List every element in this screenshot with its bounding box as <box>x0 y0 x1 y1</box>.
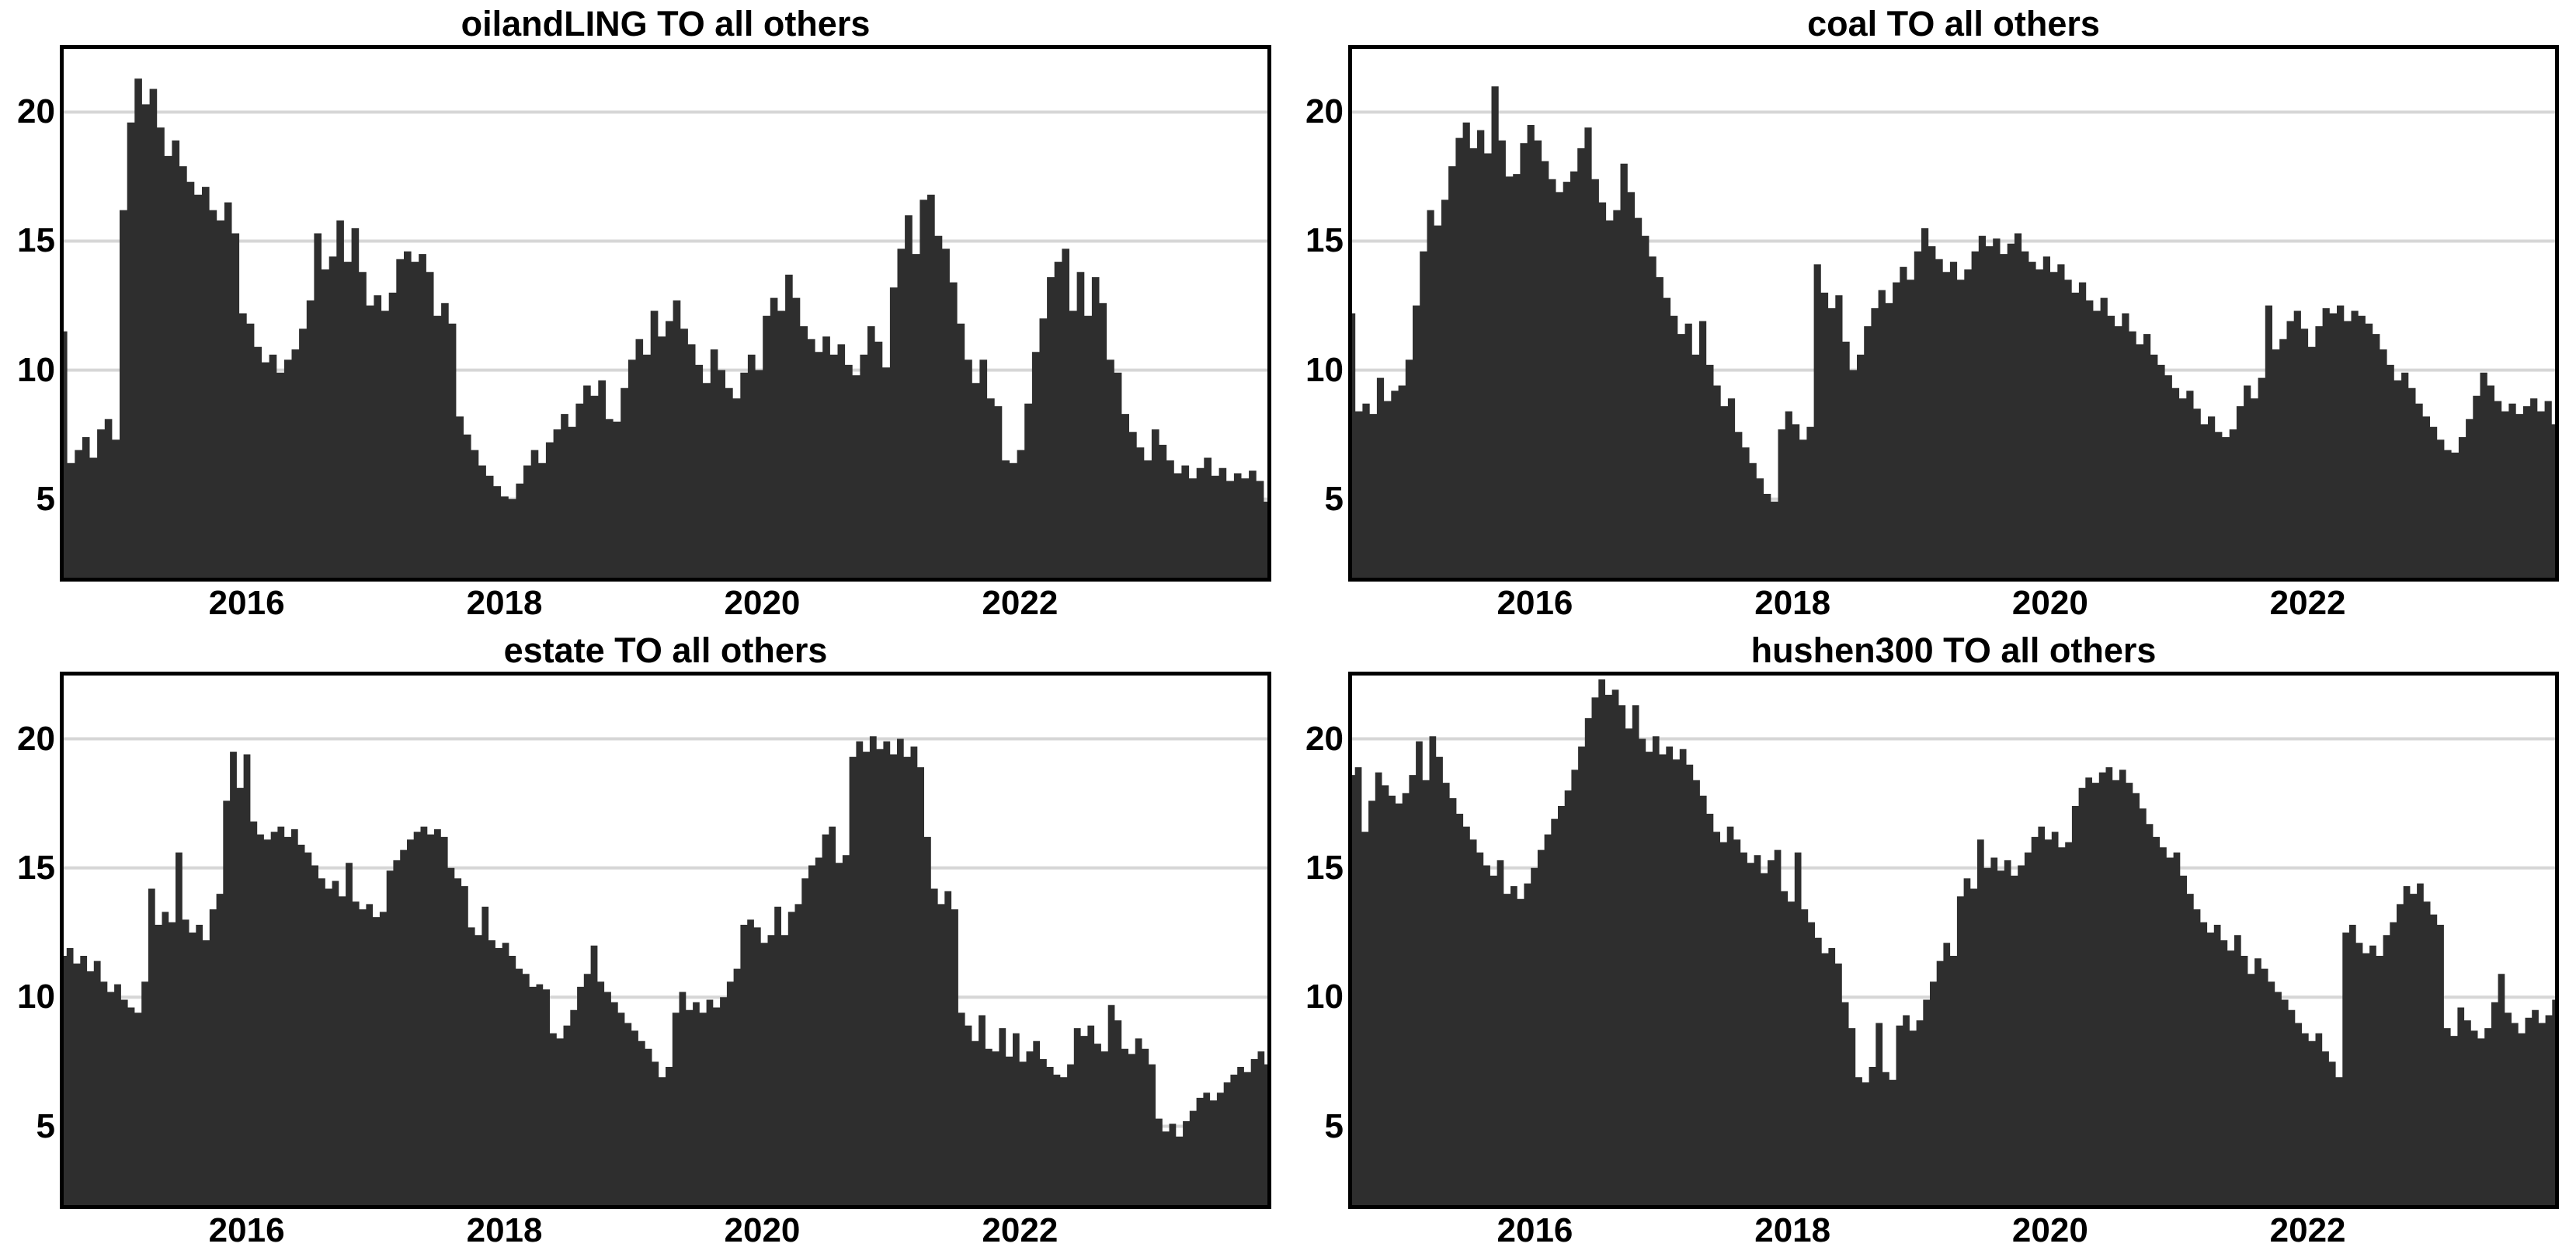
plot-border <box>60 672 1271 1209</box>
y-tick-label: 10 <box>1305 978 1344 1016</box>
plot-area <box>60 672 1271 1209</box>
x-tick-label: 2018 <box>466 584 543 622</box>
chart-title: oilandLING TO all others <box>461 4 871 43</box>
x-tick-label: 2020 <box>2011 1211 2088 1249</box>
x-tick-label: 2016 <box>1497 584 1573 622</box>
x-tick-label: 2022 <box>2269 1211 2346 1249</box>
y-tick-label: 5 <box>36 1106 55 1145</box>
chart-panel-oilandling-to-all-others: oilandLING TO all others 5 10 15 20 2016 2018… <box>0 0 1288 627</box>
y-tick-label: 10 <box>17 978 55 1016</box>
area-chart <box>1348 45 2559 582</box>
chart-title: coal TO all others <box>1807 4 2100 43</box>
y-tick-label: 20 <box>17 92 55 131</box>
area-series <box>60 736 1271 1209</box>
y-tick-label: 10 <box>17 350 55 389</box>
area-series <box>60 78 1271 582</box>
x-tick-label: 2020 <box>724 1211 801 1249</box>
area-chart <box>1348 672 2559 1209</box>
x-tick-label: 2016 <box>208 1211 285 1249</box>
x-tick-label: 2022 <box>2269 584 2346 622</box>
x-tick-label: 2016 <box>208 584 285 622</box>
plot-border <box>60 45 1271 582</box>
y-tick-label: 15 <box>17 221 55 260</box>
y-tick-label: 15 <box>1305 848 1344 887</box>
y-tick-label: 10 <box>1305 350 1344 389</box>
plot-area <box>60 45 1271 582</box>
y-tick-label: 5 <box>1324 479 1344 518</box>
area-chart <box>60 672 1271 1209</box>
plot-border <box>1348 45 2559 582</box>
plot-area <box>1348 45 2559 582</box>
x-tick-label: 2022 <box>982 1211 1059 1249</box>
chart-panel-estate-to-all-others: estate TO all others 5 10 15 20 2016 2018 2020… <box>0 627 1288 1254</box>
plot-area <box>1348 672 2559 1209</box>
x-tick-label: 2020 <box>724 584 801 622</box>
plot-border <box>1348 672 2559 1209</box>
y-tick-label: 15 <box>17 848 55 887</box>
area-series <box>1348 86 2559 582</box>
x-tick-label: 2018 <box>1754 1211 1831 1249</box>
x-tick-label: 2018 <box>466 1211 543 1249</box>
area-series <box>1348 679 2559 1209</box>
x-tick-label: 2022 <box>982 584 1059 622</box>
x-tick-label: 2018 <box>1754 584 1831 622</box>
y-tick-label: 15 <box>1305 221 1344 260</box>
y-tick-label: 20 <box>17 719 55 758</box>
y-tick-label: 20 <box>1305 719 1344 758</box>
x-tick-label: 2016 <box>1497 1211 1573 1249</box>
y-tick-label: 20 <box>1305 92 1344 131</box>
area-chart <box>60 45 1271 582</box>
x-tick-label: 2020 <box>2011 584 2088 622</box>
y-tick-label: 5 <box>1324 1106 1344 1145</box>
chart-title: estate TO all others <box>503 630 828 670</box>
y-tick-label: 5 <box>36 479 55 518</box>
chart-panel-coal-to-all-others: coal TO all others 5 10 15 20 2016 2018 2020 20… <box>1288 0 2576 627</box>
chart-title: hushen300 TO all others <box>1750 630 2157 670</box>
chart-panel-hushen300-to-all-others: hushen300 TO all others 5 10 15 20 2016 2018 2… <box>1288 627 2576 1254</box>
